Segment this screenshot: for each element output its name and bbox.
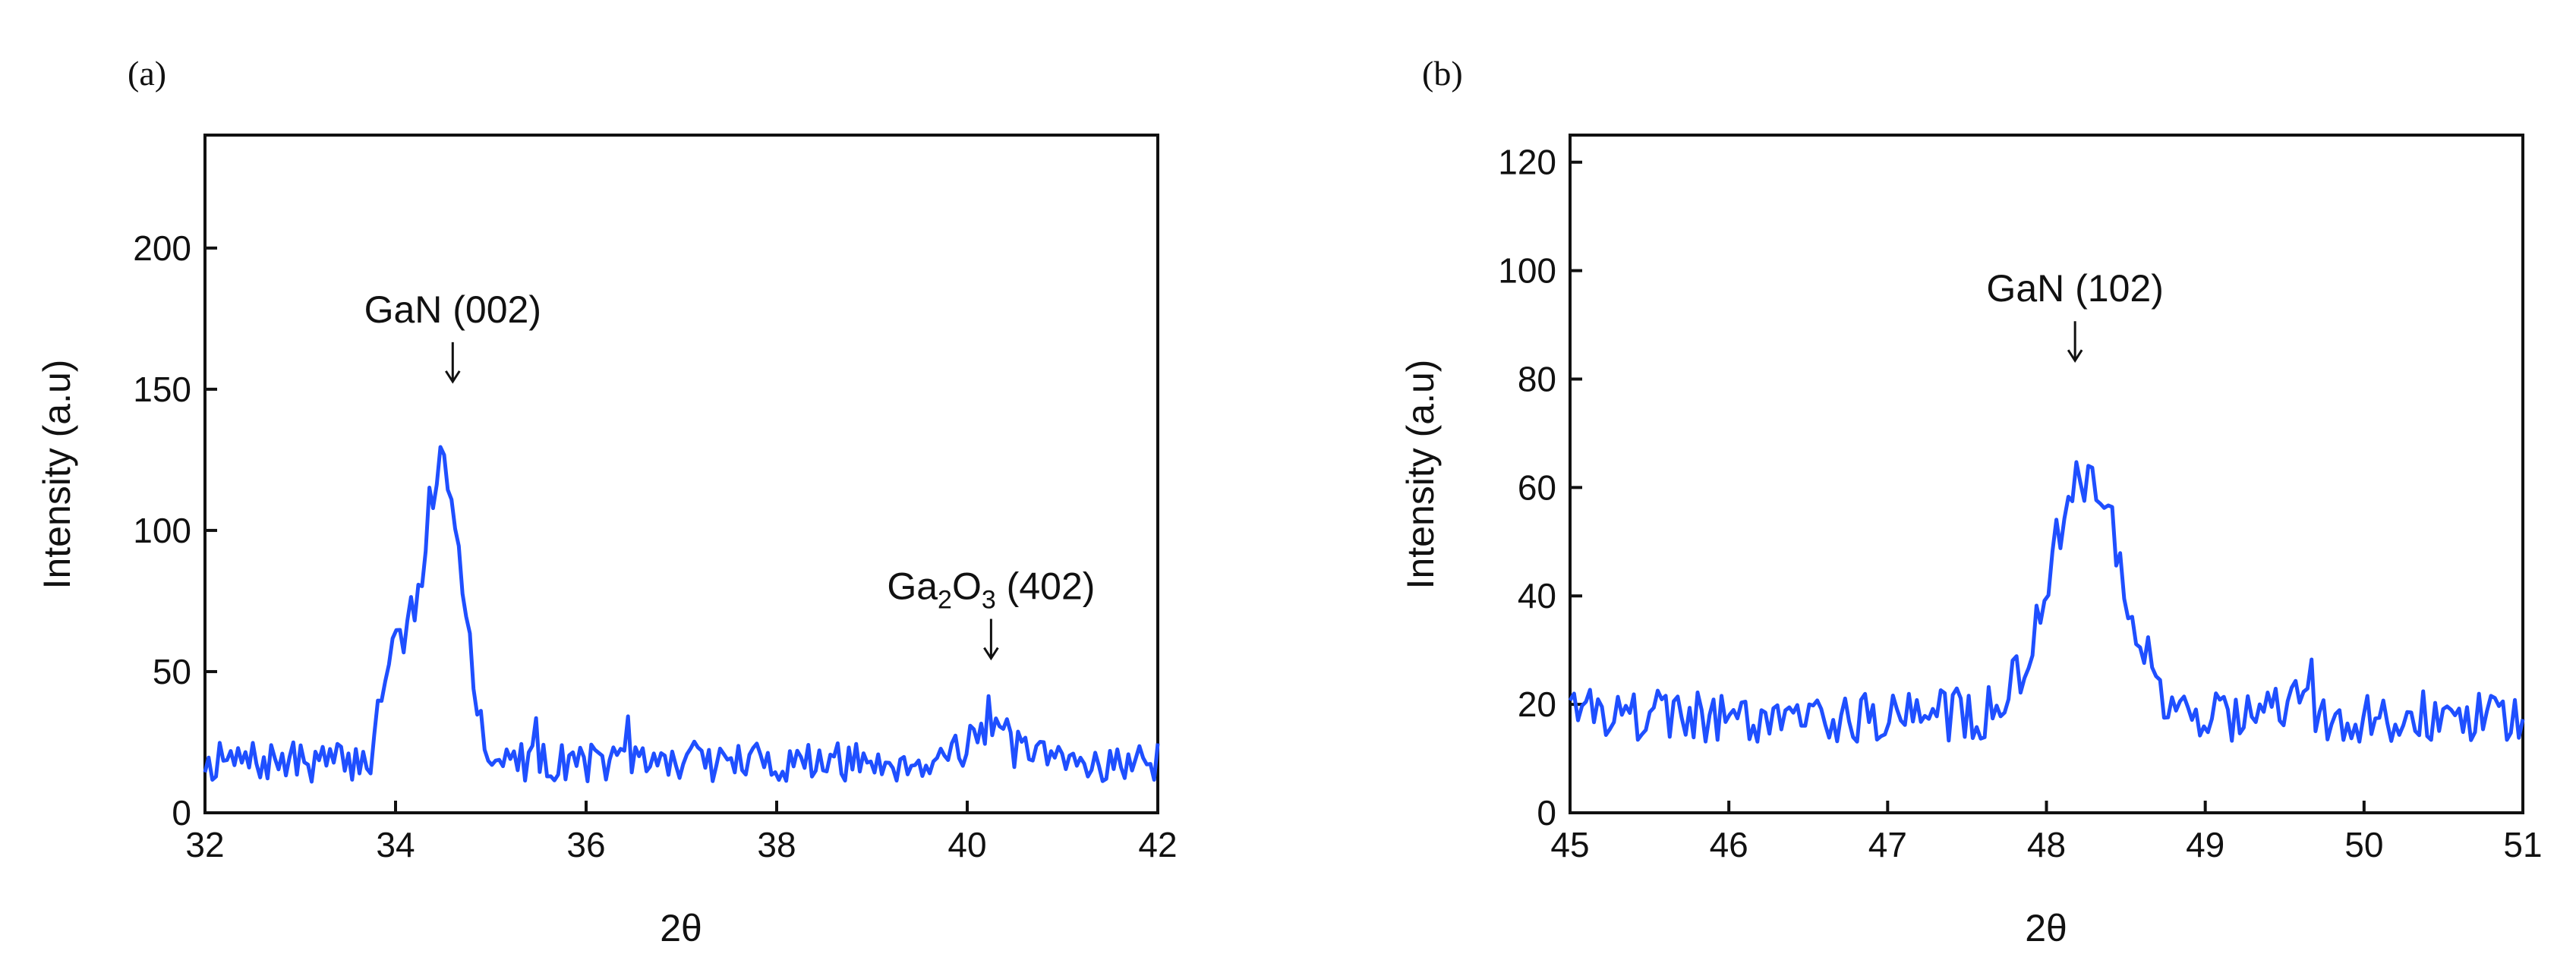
peak-annotation-arrow [2067, 321, 2083, 363]
y-tick-label: 40 [1518, 576, 1556, 615]
x-tick-label: 42 [1138, 825, 1177, 864]
x-tick-label: 38 [757, 825, 796, 864]
peak-annotation-arrow [983, 619, 999, 661]
x-tick-label: 51 [2503, 825, 2542, 864]
y-tick-label: 120 [1498, 143, 1556, 182]
x-ticks-a: 32 34 36 38 40 42 [185, 801, 1178, 864]
y-tick-label: 60 [1518, 467, 1556, 507]
plot-frame-a [203, 134, 1159, 814]
y-axis-title-a: Intensity (a.u) [36, 360, 78, 590]
x-tick-label: 45 [1550, 825, 1589, 864]
y-tick-label: 80 [1518, 359, 1556, 398]
x-tick-label: 40 [947, 825, 986, 864]
y-tick-label: 20 [1518, 685, 1556, 724]
x-tick-label: 50 [2344, 825, 2383, 864]
y-tick-label: 0 [1537, 793, 1556, 833]
peak-annotation-label: Ga2O3 (402) [887, 565, 1095, 615]
y-axis-title-b: Intensity (a.u) [1399, 360, 1442, 590]
panel-label-b: (b) [1422, 54, 1463, 93]
y-tick-label: 50 [153, 652, 191, 691]
x-tick-label: 47 [1868, 825, 1907, 864]
chart-panel-b: (b) 45 46 47 48 49 50 51 0 20 40 60 80 100 120 GaN (… [1399, 54, 2543, 949]
y-tick-label: 150 [133, 370, 191, 409]
annotations-a: GaN (002) Ga2O3 (402) [364, 288, 1095, 661]
x-tick-label: 32 [185, 825, 224, 864]
y-tick-label: 100 [1498, 251, 1556, 291]
y-tick-label: 0 [172, 793, 191, 833]
x-axis-title-b: 2θ [2025, 907, 2067, 949]
annotations-b: GaN (102) [1986, 267, 2164, 363]
x-tick-label: 49 [2186, 825, 2224, 864]
x-axis-title-a: 2θ [660, 907, 702, 949]
y-ticks-a: 0 50 100 150 200 [133, 228, 217, 833]
x-tick-label: 34 [376, 825, 415, 864]
peak-annotation-label: GaN (002) [364, 288, 541, 331]
series-line-b [1568, 460, 2525, 744]
y-tick-label: 200 [133, 228, 191, 268]
x-tick-label: 46 [1710, 825, 1748, 864]
series-line-a [203, 445, 1160, 784]
peak-annotation-label: GaN (102) [1986, 267, 2163, 310]
peak-annotation-arrow [445, 342, 461, 384]
y-tick-label: 100 [133, 511, 191, 550]
x-tick-label: 36 [566, 825, 605, 864]
panel-label-a: (a) [128, 54, 166, 93]
x-tick-label: 48 [2027, 825, 2066, 864]
x-ticks-b: 45 46 47 48 49 50 51 [1550, 801, 2543, 864]
